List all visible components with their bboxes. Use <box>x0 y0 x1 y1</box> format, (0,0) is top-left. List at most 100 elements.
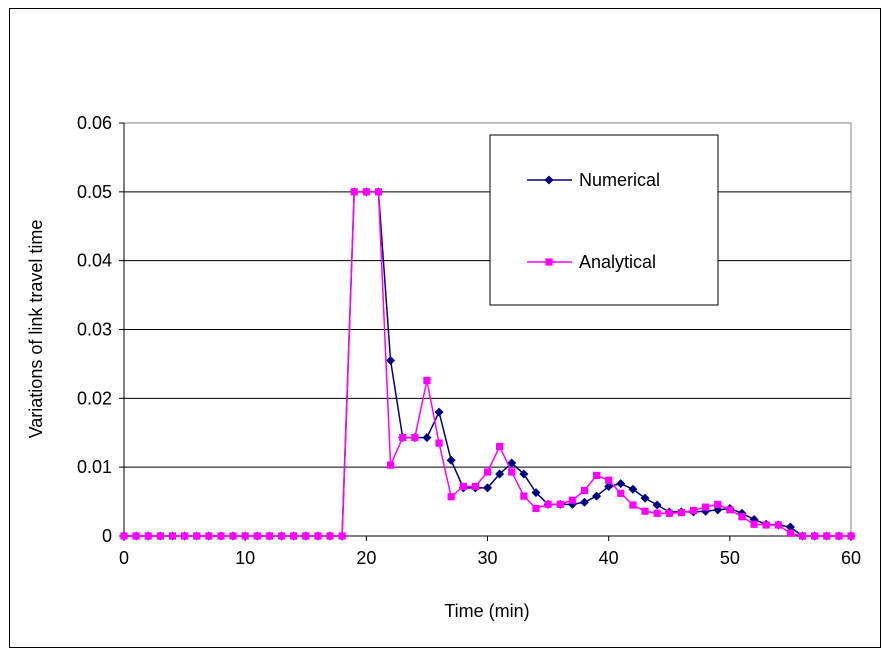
data-point <box>579 497 589 507</box>
y-tick-label: 0.04 <box>77 251 112 271</box>
y-axis-label: Variations of link travel time <box>26 220 46 439</box>
data-point <box>495 469 505 479</box>
data-point <box>471 482 479 491</box>
data-point <box>386 355 396 365</box>
data-point <box>144 532 152 540</box>
data-point <box>823 532 831 540</box>
data-point <box>592 471 601 480</box>
y-tick-label: 0.02 <box>77 388 112 408</box>
legend-item: Analytical <box>527 252 656 272</box>
data-point <box>665 509 673 517</box>
data-point <box>604 481 614 491</box>
data-point <box>120 532 128 540</box>
data-point <box>811 532 819 540</box>
data-point <box>241 532 249 540</box>
data-point <box>422 433 432 443</box>
data-point <box>652 500 662 510</box>
data-point <box>350 188 358 196</box>
data-point <box>205 532 213 540</box>
legend-label: Analytical <box>579 252 656 272</box>
data-point <box>568 496 576 504</box>
data-point <box>774 521 782 529</box>
legend-label: Numerical <box>579 170 660 190</box>
data-point <box>168 532 177 540</box>
legend: Numerical Analytical <box>489 134 719 306</box>
data-point <box>362 188 370 196</box>
data-point <box>314 532 322 540</box>
data-point <box>496 442 504 451</box>
data-point <box>446 455 456 465</box>
data-point <box>726 506 734 514</box>
data-point <box>386 461 395 469</box>
data-point <box>617 489 625 497</box>
y-tick-label: 0.01 <box>77 457 112 477</box>
x-axis-label: Time (min) <box>444 601 529 621</box>
grid-lines <box>124 122 851 468</box>
chart-frame <box>9 8 881 648</box>
data-point <box>653 509 661 517</box>
x-tick-label: 40 <box>599 548 619 568</box>
data-point <box>290 532 298 540</box>
data-point <box>532 504 540 513</box>
data-point <box>180 532 189 540</box>
x-tick-label: 20 <box>356 548 376 568</box>
series-layer <box>119 187 856 541</box>
data-point <box>835 532 843 540</box>
data-point <box>374 188 383 196</box>
data-point <box>544 500 552 508</box>
data-point <box>531 488 541 498</box>
data-point <box>507 458 517 468</box>
data-point <box>411 433 419 442</box>
data-point <box>277 532 286 540</box>
data-point <box>702 503 710 511</box>
data-point <box>580 486 589 495</box>
y-tick-label: 0.05 <box>77 182 112 202</box>
x-tick-label: 0 <box>119 548 129 568</box>
data-point <box>265 532 273 540</box>
data-point <box>193 532 201 540</box>
data-point <box>628 484 638 494</box>
data-point <box>520 492 528 500</box>
data-point <box>302 532 310 540</box>
series-analytical <box>120 188 855 540</box>
line-chart: 0 0.01 0.02 0.03 0.04 0.05 0.06 0 10 20 30 40 50 60 T… <box>26 113 861 621</box>
data-point <box>253 532 261 540</box>
data-point <box>738 513 746 521</box>
data-point <box>677 508 685 517</box>
x-tick-label: 10 <box>235 548 255 568</box>
data-point <box>519 469 529 479</box>
data-point <box>423 376 431 385</box>
data-point <box>156 532 164 540</box>
data-point <box>689 506 698 515</box>
legend-item: Numerical <box>527 170 660 190</box>
data-point <box>616 479 626 489</box>
data-point <box>785 522 795 532</box>
legend-box <box>489 134 719 306</box>
data-point <box>714 500 722 508</box>
data-point <box>786 529 795 537</box>
y-tick-label: 0.03 <box>77 320 112 340</box>
data-point <box>483 468 492 476</box>
data-point <box>447 493 455 501</box>
axes <box>119 122 852 541</box>
data-point <box>459 482 467 491</box>
data-point <box>483 483 492 493</box>
data-point <box>762 521 770 529</box>
data-point <box>399 433 407 442</box>
data-point <box>434 407 444 417</box>
y-tick-label: 0 <box>102 526 112 546</box>
legend-marker <box>545 258 553 266</box>
data-point <box>556 500 564 508</box>
data-point <box>629 501 637 509</box>
data-point <box>641 507 649 515</box>
x-tick-label: 60 <box>841 548 861 568</box>
tick-labels: 0 0.01 0.02 0.03 0.04 0.05 0.06 0 10 20 30 40 50 60 <box>77 113 861 568</box>
x-tick-label: 50 <box>720 548 740 568</box>
y-tick-label: 0.06 <box>77 113 112 133</box>
data-point <box>326 532 334 540</box>
data-point <box>229 532 237 540</box>
data-point <box>435 439 443 447</box>
series-numerical <box>119 187 856 541</box>
data-point <box>338 532 346 540</box>
x-tick-label: 30 <box>477 548 497 568</box>
